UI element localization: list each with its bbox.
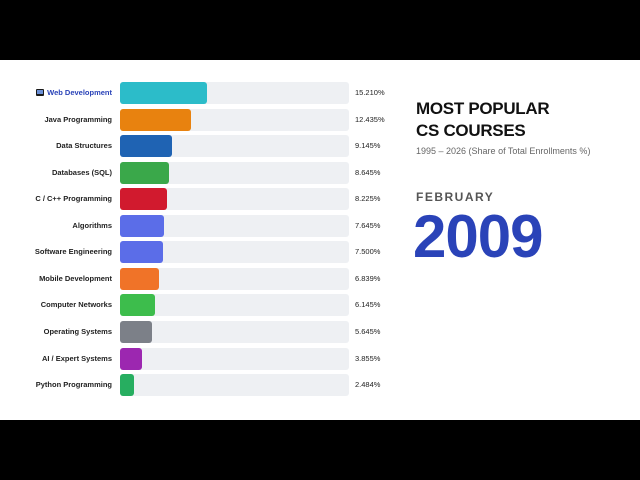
chart-row: AI / Expert Systems 3.855% [0,347,400,370]
bar-chart-race: Web Development 15.210% Java Programming 12… [0,60,400,420]
bar-track [120,214,349,237]
chart-row: Data Structures 9.145% [0,135,400,158]
category-label-text: Computer Networks [40,300,112,310]
chart-subtitle: 1995 – 2026 (Share of Total Enrollments … [416,146,591,156]
bar [120,320,153,343]
category-label-text: C / C++ Programming [35,194,112,204]
chart-row: Web Development 15.210% [0,82,400,104]
monitor-icon [36,89,45,96]
bar [120,267,160,290]
category-label: Algorithms [0,215,112,237]
category-label-text: Python Programming [35,380,112,390]
bar-track [120,374,349,397]
bar [120,214,164,237]
letterbox-bottom [0,420,640,480]
category-label: Software Engineering [0,241,112,263]
bar-track [120,161,349,184]
category-label: Python Programming [0,374,112,396]
chart-row: Databases (SQL) 8.645% [0,161,400,184]
bar [120,135,173,158]
chart-title: MOST POPULAR CS COURSES [416,98,550,142]
bar [120,188,168,211]
chart-row: Python Programming 2.484% [0,374,400,397]
value-label: 6.839% [355,273,381,283]
category-label-text: Databases (SQL) [51,167,112,177]
value-label: 2.484% [355,380,381,390]
value-label: 7.645% [355,220,381,230]
value-label: 12.435% [355,114,385,124]
category-label: Data Structures [0,135,112,157]
category-label: AI / Expert Systems [0,348,112,370]
chart-row: Algorithms 7.645% [0,214,400,237]
value-label: 6.145% [355,300,381,310]
bar-track [120,267,349,290]
bar [120,374,135,397]
value-label: 3.855% [355,353,381,363]
category-label: Web Development [0,82,112,104]
category-label-text: Data Structures [56,141,112,151]
chart-row: Mobile Development 6.839% [0,267,400,290]
bar [120,347,143,370]
category-label: Operating Systems [0,321,112,343]
bar-track [120,294,349,317]
value-label: 9.145% [355,141,381,151]
category-label-text: AI / Expert Systems [41,353,112,363]
video-frame: Web Development 15.210% Java Programming 12… [0,60,640,420]
chart-row: Operating Systems 5.645% [0,320,400,343]
value-label: 8.645% [355,167,381,177]
chart-row: Software Engineering 7.500% [0,241,400,264]
bar [120,161,170,184]
bar-track [120,241,349,264]
category-label: Computer Networks [0,294,112,316]
title-line-1: MOST POPULAR [416,99,550,118]
category-label-text: Software Engineering [34,247,112,257]
current-month: FEBRUARY [416,190,495,204]
bar-track [120,188,349,211]
category-label-text: Web Development [47,88,112,97]
bar-track [120,347,349,370]
value-label: 15.210% [355,88,385,97]
category-label: Java Programming [0,109,112,131]
chart-row: Java Programming 12.435% [0,108,400,131]
bar [120,82,208,104]
current-year: 2009 [413,203,543,270]
letterbox-top [0,0,640,60]
category-label-text: Algorithms [72,220,112,230]
title-line-2: CS COURSES [416,121,526,140]
bar [120,294,156,317]
bar-track [120,320,349,343]
bar [120,241,163,264]
bar [120,108,192,131]
category-label-text: Java Programming [44,114,112,124]
category-label: Mobile Development [0,268,112,290]
category-label: C / C++ Programming [0,188,112,210]
chart-row: Computer Networks 6.145% [0,294,400,317]
chart-row: C / C++ Programming 8.225% [0,188,400,211]
value-label: 7.500% [355,247,381,257]
bar-track [120,135,349,158]
value-label: 8.225% [355,194,381,204]
category-label-text: Operating Systems [43,326,112,336]
category-label-text: Mobile Development [39,273,112,283]
value-label: 5.645% [355,326,381,336]
category-label: Databases (SQL) [0,162,112,184]
